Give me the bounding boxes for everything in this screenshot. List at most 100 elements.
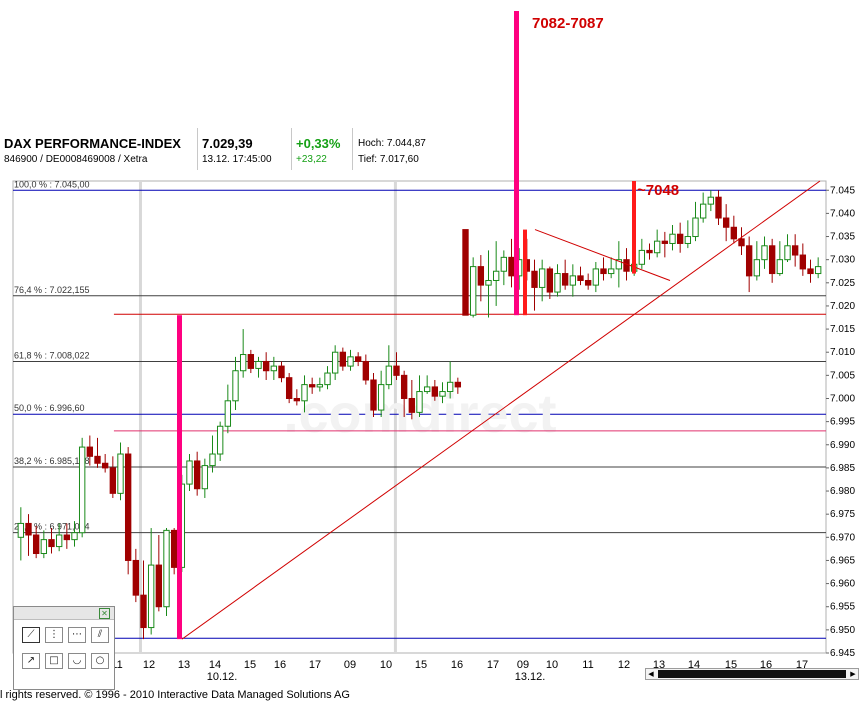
close-icon[interactable]: ✕: [99, 608, 110, 619]
candle-body: [201, 465, 209, 490]
candle-body: [293, 397, 301, 402]
candle-body: [661, 240, 669, 244]
trend-line: [534, 229, 671, 281]
parallel-lines-tool-icon[interactable]: ⫽: [91, 627, 109, 643]
scrollbar-thumb[interactable]: [658, 670, 846, 678]
candle-body: [607, 268, 615, 275]
y-tick-label: 6.955: [830, 602, 855, 613]
candle-body: [646, 249, 653, 254]
candle-body: [71, 532, 78, 541]
horizontal-lines: [113, 313, 826, 432]
arc-tool-icon[interactable]: ◡: [68, 653, 86, 669]
circle-tool-icon[interactable]: ○: [91, 653, 109, 669]
change-absolute: +23,22: [296, 154, 327, 165]
drawing-toolbox[interactable]: ✕ ⟋ ⋮ ⋯ ⫽ ↗ □ ◡ ○: [13, 606, 115, 690]
candle-body: [531, 270, 538, 288]
candle-body: [508, 256, 515, 277]
x-tick-label: 09: [344, 659, 356, 671]
candle-body: [377, 384, 385, 411]
candle-body: [40, 539, 48, 555]
candle-body: [94, 455, 101, 464]
day-high: Hoch: 7.044,87: [358, 138, 426, 149]
candle-body: [745, 245, 753, 277]
y-tick-label: 7.025: [830, 278, 855, 289]
candle-body: [347, 356, 354, 367]
candle-body: [55, 534, 63, 548]
candle-body: [615, 259, 623, 270]
y-tick-label: 7.045: [830, 185, 855, 196]
candle-body: [170, 529, 178, 568]
x-tick-label: 15: [244, 659, 256, 671]
candle-body: [255, 360, 262, 369]
candle-body: [814, 266, 822, 275]
candle-body: [469, 266, 477, 316]
x-tick-label: 12: [143, 659, 155, 671]
annotation-target-zone: 7082-7087: [532, 15, 604, 32]
y-axis: 6.945 6.950 6.955 6.960 6.965 6.970 6.975 6.980…: [826, 185, 855, 659]
candle-body: [308, 384, 316, 388]
candle-body: [239, 354, 247, 372]
candle-body: [431, 386, 439, 397]
index-name: DAX PERFORMANCE-INDEX: [4, 136, 181, 151]
arrow-tool-icon[interactable]: ↗: [22, 653, 40, 669]
quote-header: [0, 128, 440, 170]
x-tick-label: 13: [178, 659, 190, 671]
candle-body: [446, 381, 454, 393]
candle-body: [354, 356, 362, 362]
x-tick-label: 15: [415, 659, 427, 671]
candle-body: [638, 249, 646, 265]
candle-body: [730, 226, 738, 240]
candle-body: [155, 564, 163, 608]
annotation-target-level: ~7048: [637, 182, 679, 199]
horizontal-line-tool-icon[interactable]: ⋯: [68, 627, 86, 643]
change-percent: +0,33%: [296, 136, 341, 151]
index-identifiers: 846900 / DE0008469008 / Xetra: [4, 154, 148, 165]
fib-level-label: 50,0 % : 6.996,60: [14, 403, 85, 413]
candle-body: [722, 217, 730, 228]
vertical-line-tool-icon[interactable]: ⋮: [45, 627, 63, 643]
header-divider: [352, 128, 353, 170]
candle-body: [124, 453, 132, 561]
candle-body: [247, 354, 255, 369]
candle-body: [25, 522, 32, 536]
y-tick-label: 7.020: [830, 301, 855, 312]
candle-body: [393, 365, 400, 376]
candle-body: [17, 522, 25, 538]
candle-body: [791, 245, 799, 256]
fib-level-label: 76,4 % : 7.022,155: [14, 285, 90, 295]
scroll-left-icon[interactable]: ◀: [648, 670, 654, 678]
y-tick-label: 7.035: [830, 232, 855, 243]
vertical-marker: [523, 229, 527, 316]
candle-body: [270, 365, 278, 372]
candle-body: [546, 268, 554, 293]
candle-body: [676, 233, 684, 244]
y-tick-label: 7.010: [830, 347, 855, 358]
header-divider: [291, 128, 292, 170]
candle-body: [784, 245, 791, 261]
candle-body: [554, 273, 561, 293]
toolbox-titlebar[interactable]: ✕: [14, 607, 114, 620]
x-tick-label: 16: [274, 659, 286, 671]
candle-body: [63, 534, 71, 541]
chart-scrollbar[interactable]: ◀ ▶: [645, 668, 859, 680]
candle-body: [416, 391, 423, 413]
candle-body: [186, 460, 193, 485]
rectangle-tool-icon[interactable]: □: [45, 653, 63, 669]
candle-body: [132, 559, 140, 596]
candle-body: [140, 594, 147, 629]
candle-body: [32, 534, 40, 555]
line-tool-icon[interactable]: ⟋: [22, 627, 40, 643]
day-separators: [12, 180, 827, 654]
candle-body: [715, 196, 722, 219]
vertical-marker: [514, 11, 519, 316]
scroll-right-icon[interactable]: ▶: [850, 670, 856, 678]
candle-body: [147, 564, 155, 629]
x-tick-label: 16: [451, 659, 463, 671]
candle-body: [439, 391, 446, 397]
price-timestamp: 13.12. 17:45:00: [202, 154, 272, 165]
candle-body: [462, 229, 469, 316]
candle-body: [385, 365, 393, 386]
y-tick-label: 7.040: [830, 208, 855, 219]
x-tick-label: 10: [546, 659, 558, 671]
candle-body: [324, 372, 331, 386]
